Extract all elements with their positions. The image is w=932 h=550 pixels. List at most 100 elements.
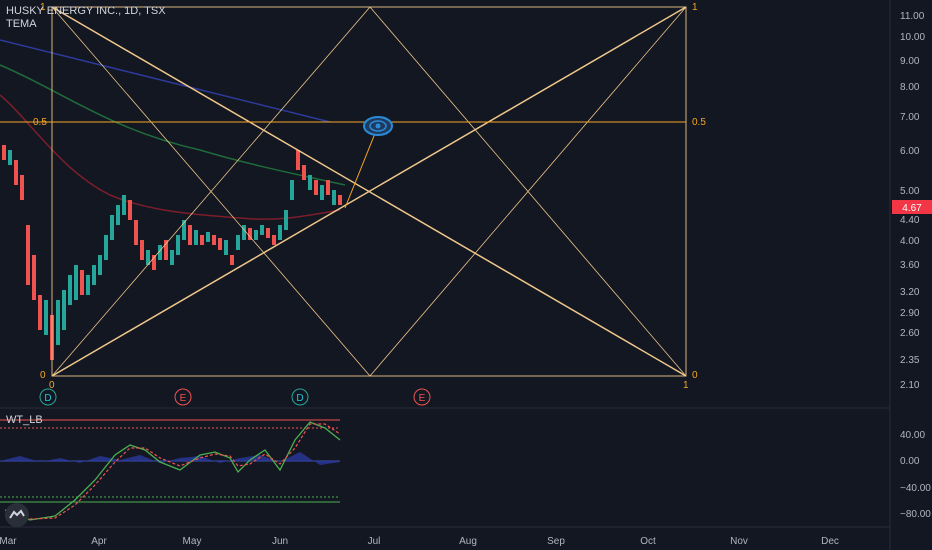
candle — [68, 275, 72, 305]
candle — [56, 300, 60, 345]
gann-label-top-right: 1 — [692, 2, 698, 13]
candle — [8, 150, 12, 165]
candle — [296, 150, 300, 170]
candle — [236, 235, 240, 250]
time-tick-label: Jul — [368, 536, 381, 547]
symbol-title[interactable]: HUSKY ENERGY INC., 1D, TSX — [6, 5, 166, 17]
osc-tick-label: −80.00 — [900, 509, 931, 520]
candle — [254, 230, 258, 240]
candle — [32, 255, 36, 300]
gann-label-bottom-left: 0 — [40, 370, 46, 381]
candle — [314, 180, 318, 195]
candle — [134, 220, 138, 245]
candle — [332, 190, 336, 205]
price-tick-label: 7.00 — [900, 112, 920, 123]
time-tick-label: Mar — [0, 536, 17, 547]
candle — [152, 255, 156, 270]
price-tick-label: 4.40 — [900, 215, 920, 226]
candle — [260, 225, 264, 235]
event-marker-d-1[interactable]: D — [39, 388, 57, 406]
candle — [164, 240, 168, 260]
price-tick-label: 4.00 — [900, 236, 920, 247]
candle — [248, 228, 252, 240]
svg-text:E: E — [180, 393, 187, 404]
price-tick-label: 5.00 — [900, 186, 920, 197]
candle — [26, 225, 30, 285]
candle — [266, 228, 270, 238]
candle — [20, 175, 24, 200]
candle — [80, 270, 84, 295]
candle — [92, 265, 96, 285]
time-tick-label: Dec — [821, 536, 839, 547]
candle — [212, 235, 216, 245]
candle — [62, 290, 66, 330]
candle — [86, 275, 90, 295]
time-tick-label: Oct — [640, 536, 656, 547]
time-tick-label: Sep — [547, 536, 565, 547]
time-tick-label: Apr — [91, 536, 107, 547]
candle — [338, 195, 342, 205]
candle — [230, 255, 234, 265]
candle — [242, 225, 246, 240]
candle — [14, 160, 18, 185]
candle — [224, 240, 228, 255]
moving-averages — [0, 39, 346, 220]
candle — [2, 145, 6, 160]
eye-icon[interactable] — [363, 116, 393, 136]
osc-tick-label: 40.00 — [900, 430, 925, 441]
candle — [176, 235, 180, 255]
price-tick-label: 2.60 — [900, 328, 920, 339]
svg-text:E: E — [419, 393, 426, 404]
price-candles — [2, 145, 342, 360]
candle — [200, 235, 204, 245]
price-tick-label: 2.90 — [900, 308, 920, 319]
candle — [104, 235, 108, 260]
candle — [140, 240, 144, 260]
svg-text:D: D — [44, 393, 51, 404]
candle — [278, 225, 282, 240]
candle — [302, 165, 306, 180]
indicator-label-tema[interactable]: TEMA — [6, 18, 37, 30]
event-marker-e-2[interactable]: E — [413, 388, 431, 406]
candle — [218, 238, 222, 250]
candle — [320, 185, 324, 200]
event-marker-d-2[interactable]: D — [291, 388, 309, 406]
gann-box[interactable] — [0, 6, 687, 377]
svg-text:D: D — [296, 393, 303, 404]
candle — [182, 220, 186, 240]
tradingview-logo-icon[interactable] — [5, 503, 29, 527]
price-tick-label: 8.00 — [900, 82, 920, 93]
price-tick-label: 2.35 — [900, 355, 920, 366]
candle — [116, 205, 120, 225]
event-marker-e-1[interactable]: E — [174, 388, 192, 406]
candle — [158, 245, 162, 260]
gann-label-bottom-right: 0 — [692, 370, 698, 381]
candle — [170, 250, 174, 265]
price-axis[interactable]: 11.00 10.00 9.00 8.00 7.00 6.00 5.00 4.40 4.00 3.… — [900, 11, 925, 391]
candle — [74, 265, 78, 300]
indicator-label-wt[interactable]: WT_LB — [6, 414, 43, 426]
last-price-label: 4.67 — [892, 200, 932, 214]
candle — [272, 235, 276, 245]
candle — [290, 180, 294, 200]
price-tick-label: 3.20 — [900, 287, 920, 298]
candle — [194, 230, 198, 245]
candle — [188, 225, 192, 245]
time-tick-label: Jun — [272, 536, 288, 547]
price-tick-label: 2.10 — [900, 380, 920, 391]
time-tick-label: Aug — [459, 536, 477, 547]
candle — [326, 180, 330, 195]
osc-tick-label: −40.00 — [900, 483, 931, 494]
oscillator-axis[interactable]: 40.00 0.00 −40.00 −80.00 — [900, 430, 931, 520]
candle — [110, 215, 114, 240]
gann-label-axis-right: 1 — [683, 380, 689, 391]
time-axis[interactable]: Mar Apr May Jun Jul Aug Sep Oct Nov Dec — [0, 536, 839, 547]
candle — [284, 210, 288, 230]
price-tick-label: 10.00 — [900, 32, 925, 43]
price-tick-label: 6.00 — [900, 146, 920, 157]
gann-label-mid-right: 0.5 — [692, 117, 706, 128]
price-tick-label: 11.00 — [900, 11, 925, 22]
svg-text:4.67: 4.67 — [902, 203, 922, 214]
time-tick-label: Nov — [730, 536, 748, 547]
